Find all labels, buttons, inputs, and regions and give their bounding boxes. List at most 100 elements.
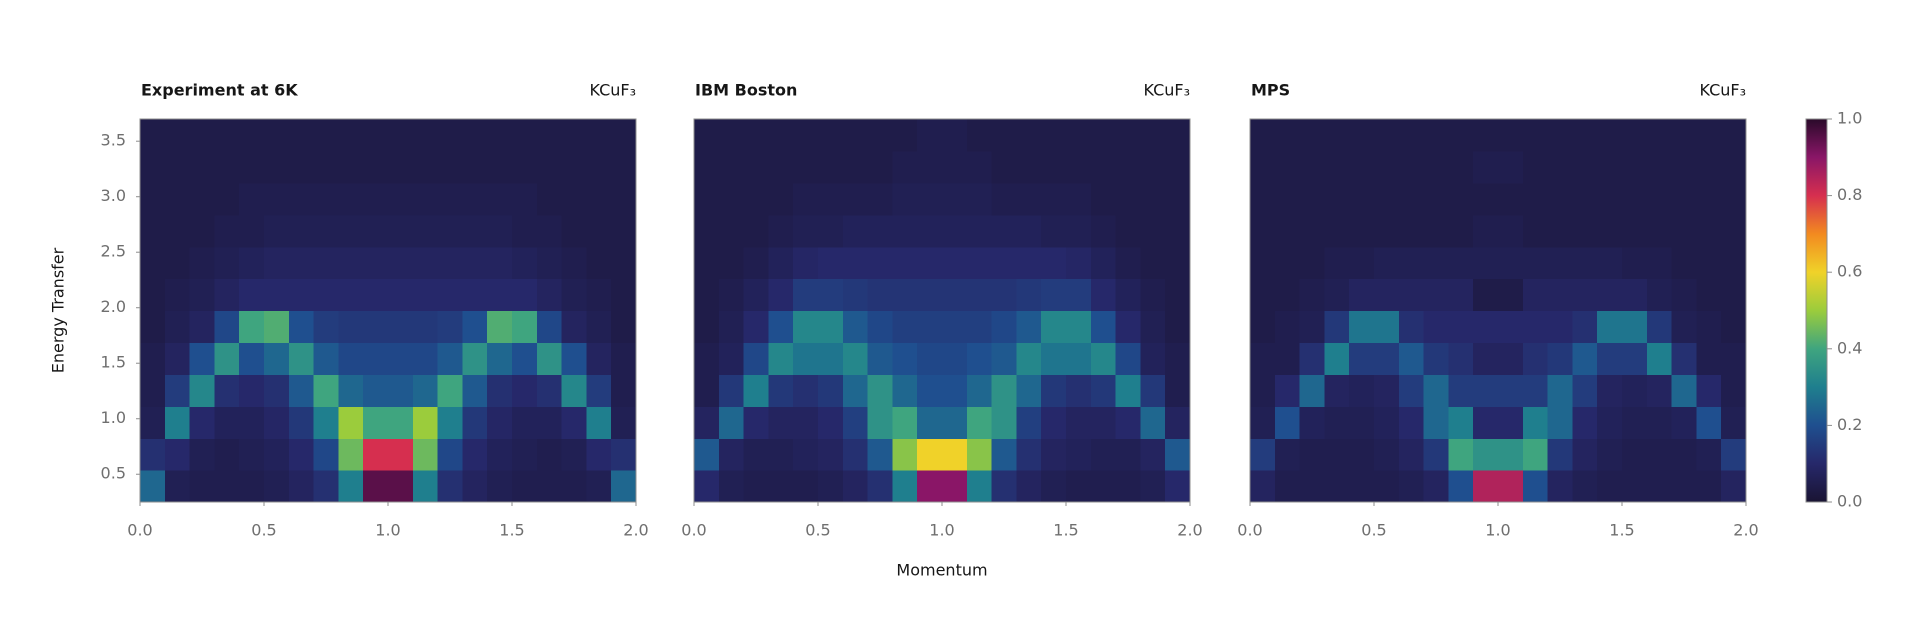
heat-cell xyxy=(487,119,513,152)
x-tick-label: 1.0 xyxy=(375,521,400,540)
heat-cell xyxy=(1597,438,1623,471)
heat-cell xyxy=(1115,278,1141,312)
heat-cell xyxy=(1398,470,1425,503)
heat-cell xyxy=(1398,150,1425,184)
heat-cell xyxy=(1597,278,1623,312)
heat-cell xyxy=(140,374,166,407)
heat-cell xyxy=(1140,342,1166,375)
heat-cell xyxy=(586,278,612,312)
heat-cell xyxy=(264,150,290,184)
heat-cell xyxy=(1374,374,1400,407)
heat-cell xyxy=(239,406,265,439)
heat-cell xyxy=(140,470,166,503)
heat-cell xyxy=(1473,214,1499,248)
heat-cell xyxy=(966,150,993,184)
heat-cell xyxy=(1274,310,1301,344)
heat-cell xyxy=(991,119,1017,152)
heat-cell xyxy=(536,374,563,407)
heat-cell xyxy=(1423,342,1449,375)
heat-cell xyxy=(793,119,819,152)
heat-cell xyxy=(917,406,943,439)
heat-cell xyxy=(313,438,339,471)
heat-cell xyxy=(536,119,563,152)
heat-cell xyxy=(1622,406,1648,439)
heat-cell xyxy=(288,214,315,248)
heat-cell xyxy=(214,119,240,152)
heat-cell xyxy=(288,246,315,280)
heat-cell xyxy=(991,214,1017,248)
heat-cell xyxy=(768,406,794,439)
heat-cell xyxy=(1374,150,1400,184)
heat-cell xyxy=(164,278,191,312)
heat-cell xyxy=(1115,470,1141,503)
heat-cell xyxy=(561,342,587,375)
heat-cell xyxy=(1696,278,1722,312)
heat-cell xyxy=(842,310,869,344)
heat-cell xyxy=(140,214,166,248)
heat-cell xyxy=(942,246,968,280)
heat-cell xyxy=(487,278,513,312)
heat-cell xyxy=(1597,342,1623,375)
heat-cell xyxy=(1274,246,1301,280)
heat-cell xyxy=(363,182,389,216)
heat-cell xyxy=(264,342,290,375)
heat-cell xyxy=(743,119,769,152)
heat-cell xyxy=(1473,246,1499,280)
heat-cell xyxy=(892,342,918,375)
heat-cell xyxy=(718,119,745,152)
heat-cell xyxy=(694,182,720,216)
heat-cell xyxy=(917,278,943,312)
heat-cell xyxy=(313,278,339,312)
heat-cell xyxy=(586,470,612,503)
heat-cell xyxy=(288,406,315,439)
heat-cell xyxy=(536,182,563,216)
heat-cell xyxy=(462,214,488,248)
heat-cell xyxy=(1622,150,1648,184)
heat-cell xyxy=(1140,150,1166,184)
heat-cell xyxy=(917,119,943,152)
heat-cell xyxy=(363,246,389,280)
heat-cell xyxy=(388,182,414,216)
heat-cell xyxy=(1349,470,1375,503)
heat-cell xyxy=(1696,310,1722,344)
heat-cell xyxy=(1646,150,1673,184)
heat-cell xyxy=(842,150,869,184)
heat-cell xyxy=(991,374,1017,407)
heat-cell xyxy=(1473,438,1499,471)
heat-cell xyxy=(966,342,993,375)
heat-cell xyxy=(437,278,463,312)
heat-cell xyxy=(1646,470,1673,503)
heat-cell xyxy=(512,438,538,471)
heat-cell xyxy=(1090,278,1117,312)
panel-subtitle: KCuF₃ xyxy=(1143,81,1190,100)
heat-cell xyxy=(561,182,587,216)
heat-cell xyxy=(1671,470,1697,503)
heat-cell xyxy=(462,406,488,439)
heat-cell xyxy=(1597,310,1623,344)
heat-cell xyxy=(1374,342,1400,375)
x-tick-label: 1.5 xyxy=(499,521,524,540)
heat-cell xyxy=(561,438,587,471)
heat-cell xyxy=(1522,310,1549,344)
heat-cell xyxy=(338,438,364,471)
heat-cell xyxy=(264,406,290,439)
heat-cell xyxy=(1671,310,1697,344)
heat-cell xyxy=(264,470,290,503)
heat-cell xyxy=(189,278,215,312)
heat-cell xyxy=(1498,278,1524,312)
heat-cell xyxy=(1066,310,1092,344)
heat-cell xyxy=(412,278,439,312)
heat-cell xyxy=(1090,342,1117,375)
heat-cell xyxy=(1324,374,1350,407)
y-axis-label: Energy Transfer xyxy=(49,247,68,373)
heat-cell xyxy=(1374,214,1400,248)
heat-cell xyxy=(1066,214,1092,248)
heat-cell xyxy=(1547,310,1573,344)
heat-cell xyxy=(1090,438,1117,471)
heat-cell xyxy=(942,470,968,503)
heat-cell xyxy=(1473,310,1499,344)
heat-cell xyxy=(1721,246,1747,280)
heat-cell xyxy=(288,150,315,184)
heat-cell xyxy=(892,246,918,280)
heat-cell xyxy=(942,342,968,375)
